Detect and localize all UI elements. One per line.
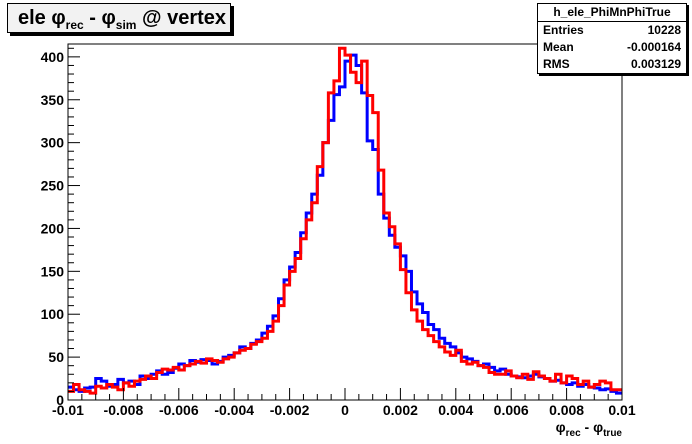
stats-row-rms: RMS 0.003129 (538, 56, 686, 73)
x-tick-label: 0 (341, 402, 349, 418)
x-tick-label: -0.008 (104, 402, 144, 418)
x-tick-label: 0.008 (549, 402, 584, 418)
stats-row-entries: Entries 10228 (538, 22, 686, 39)
x-tick-label: 0.002 (383, 402, 418, 418)
y-tick-label: 200 (41, 220, 65, 236)
x-axis-title: φrec - φtrue (556, 419, 623, 439)
stats-value: 10228 (647, 23, 681, 37)
y-tick-label: 300 (41, 135, 65, 151)
chart-title: ele φrec - φsim @ vertex (7, 3, 231, 33)
y-tick-label: 250 (41, 178, 65, 194)
x-tick-label: -0.004 (214, 402, 254, 418)
y-tick-label: 0 (56, 392, 64, 408)
histogram-series-2 (68, 46, 622, 395)
x-tick-label: 0.004 (438, 402, 473, 418)
stats-row-mean: Mean -0.000164 (538, 39, 686, 56)
stats-value: -0.000164 (626, 40, 681, 54)
y-tick-label: 150 (41, 263, 65, 279)
x-tick-label: -0.006 (159, 402, 199, 418)
y-tick-label: 350 (41, 92, 65, 108)
stats-box: h_ele_PhiMnPhiTrue Entries 10228 Mean -0… (537, 3, 687, 74)
x-tick-label: 0.01 (608, 402, 635, 418)
stats-histogram-name: h_ele_PhiMnPhiTrue (538, 4, 686, 22)
stats-value: 0.003129 (630, 57, 681, 71)
x-tick-label: -0.01 (52, 402, 84, 418)
stats-label: Entries (543, 23, 584, 37)
x-tick-label: 0.006 (494, 402, 529, 418)
y-tick-label: 400 (41, 49, 65, 65)
stats-label: RMS (543, 57, 570, 71)
y-tick-label: 100 (41, 306, 65, 322)
x-tick-label: -0.002 (270, 402, 310, 418)
stats-label: Mean (543, 40, 574, 54)
y-tick-label: 50 (48, 349, 64, 365)
